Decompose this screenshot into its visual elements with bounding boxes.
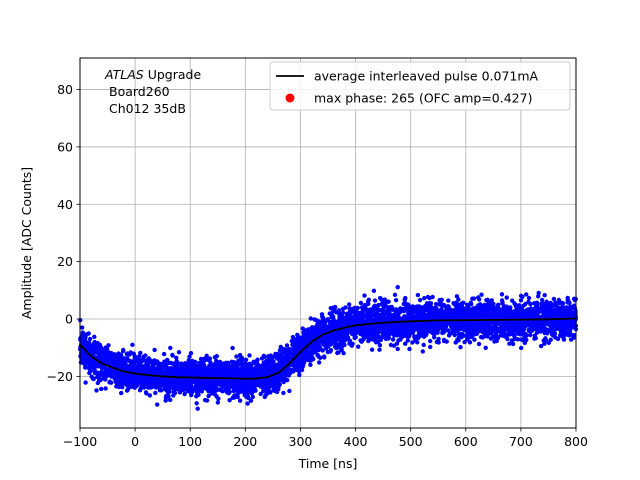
average-pulse-polyline [79, 317, 577, 380]
y-axis-label: Amplitude [ADC Counts] [19, 167, 34, 319]
x-tick-label: 700 [509, 434, 533, 449]
legend-box [269, 61, 571, 111]
annotation-line1: ATLAS Upgrade [104, 67, 201, 82]
legend-marker-swatch [285, 93, 295, 103]
annotation-line2: Board260 [109, 84, 170, 99]
y-tick-label: 20 [57, 254, 73, 269]
annotation-atlas: ATLAS [104, 67, 144, 82]
annotation-upgrade: Upgrade [144, 67, 202, 82]
x-tick-label: 800 [564, 434, 588, 449]
atlas-annotation: ATLAS Upgrade Board260 Ch012 35dB [104, 67, 201, 116]
legend: average interleaved pulse 0.071mA max ph… [269, 61, 571, 111]
x-ticks: −100 0 100 200 300 400 500 600 700 800 [63, 428, 588, 449]
y-tick-label: 80 [57, 82, 73, 97]
y-ticks: −20 0 20 40 60 80 [47, 82, 80, 384]
y-tick-label: −20 [47, 369, 73, 384]
x-tick-label: 0 [131, 434, 139, 449]
x-tick-label: 200 [233, 434, 257, 449]
average-pulse-line [79, 317, 577, 380]
y-tick-label: 40 [57, 197, 73, 212]
axes-frame [79, 57, 577, 429]
sample-cloud [77, 285, 579, 411]
annotation-line3: Ch012 35dB [109, 101, 186, 116]
y-tick-label: 60 [57, 139, 73, 154]
x-tick-label: 400 [344, 434, 368, 449]
x-tick-label: 300 [289, 434, 313, 449]
sample-points [77, 285, 579, 411]
x-tick-label: 600 [454, 434, 478, 449]
legend-entry-max-phase: max phase: 265 (OFC amp=0.427) [314, 91, 532, 106]
x-tick-label: 100 [178, 434, 202, 449]
x-axis-label: Time [ns] [298, 456, 358, 471]
legend-entry-average: average interleaved pulse 0.071mA [314, 69, 539, 84]
y-tick-label: 0 [65, 312, 73, 327]
x-tick-label: 500 [399, 434, 423, 449]
x-tick-label: −100 [63, 434, 97, 449]
